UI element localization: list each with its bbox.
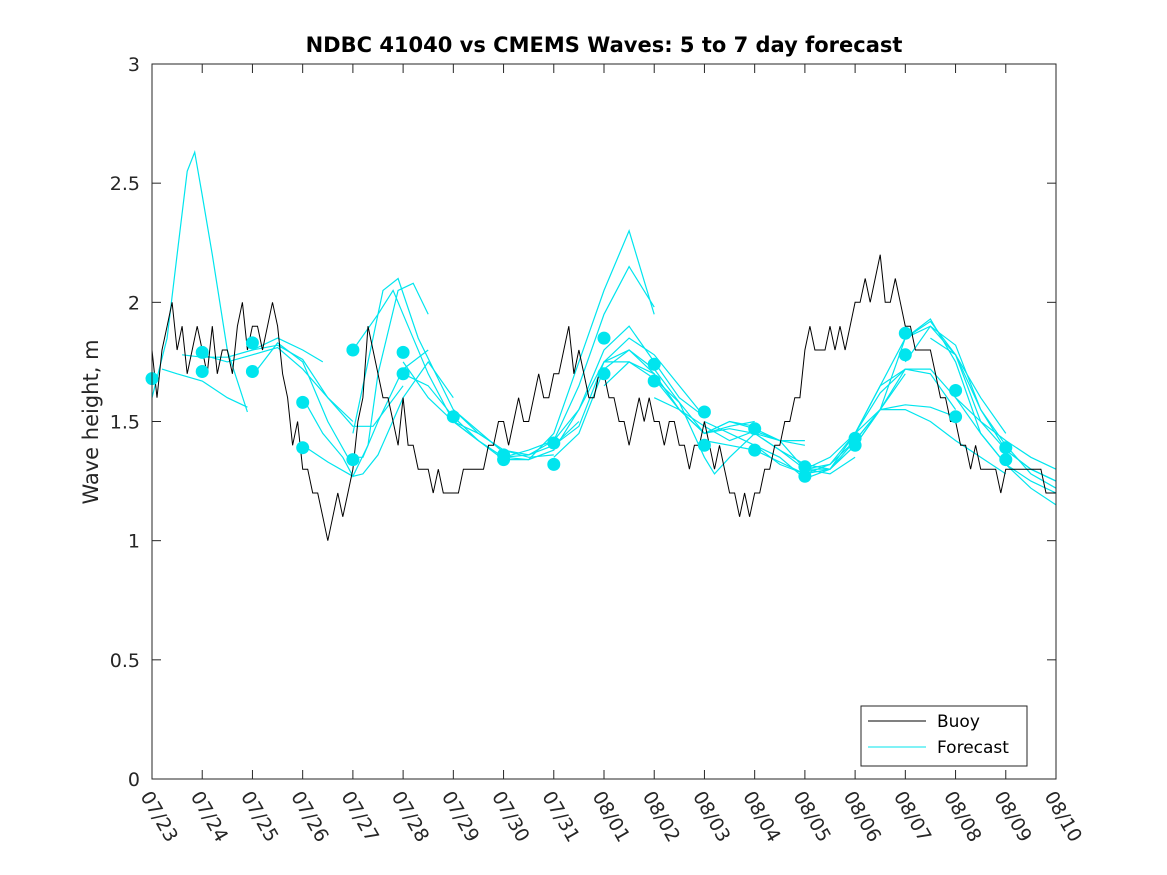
forecast-marker <box>396 345 410 359</box>
x-tick-label: 08/03 <box>688 788 734 846</box>
plot-frame <box>151 63 1057 780</box>
forecast-marker <box>798 469 812 483</box>
y-axis-label: Wave height, m <box>79 339 103 504</box>
y-tick-label: 2 <box>128 292 140 314</box>
forecast-line-23 <box>704 368 906 475</box>
x-tick-label: 07/26 <box>286 788 332 846</box>
forecast-line-3 <box>202 346 354 422</box>
x-tick-label: 07/29 <box>437 788 483 846</box>
forecast-marker <box>798 460 812 474</box>
forecast-marker <box>898 348 912 362</box>
forecast-marker <box>697 438 711 452</box>
forecast-marker <box>999 441 1013 455</box>
x-tick-label: 08/08 <box>939 788 985 846</box>
forecast-line-12 <box>452 229 655 461</box>
forecast-marker <box>296 395 310 409</box>
x-tick-label: 07/27 <box>337 788 383 846</box>
forecast-marker <box>999 453 1013 467</box>
x-tick-label: 08/06 <box>839 788 885 846</box>
forecast-line-18 <box>603 349 806 475</box>
forecast-marker <box>647 374 661 388</box>
forecast-marker <box>848 438 862 452</box>
forecast-line-1 <box>161 368 248 408</box>
x-tick-label: 08/04 <box>738 788 784 846</box>
forecast-marker <box>748 443 762 457</box>
y-tick-label: 3 <box>128 54 140 76</box>
forecast-line-7 <box>302 360 454 477</box>
x-tick-label: 08/05 <box>789 788 835 846</box>
x-tick-label: 08/01 <box>588 788 634 846</box>
forecast-marker <box>497 453 511 467</box>
x-tick-label: 08/02 <box>638 788 684 846</box>
x-tick-label: 07/23 <box>136 788 182 846</box>
forecast-marker <box>396 367 410 381</box>
legend-forecast-label: Forecast <box>937 738 1009 758</box>
forecast-marker <box>245 365 259 378</box>
forecast-marker <box>597 367 611 381</box>
legend-buoy-label: Buoy <box>937 712 980 732</box>
y-tick-label: 1.5 <box>110 412 140 434</box>
x-tick-label: 08/09 <box>989 788 1035 846</box>
forecast-marker <box>898 326 912 340</box>
forecast-marker <box>647 357 661 371</box>
x-tick-label: 07/25 <box>236 788 282 846</box>
y-tick-label: 0 <box>128 769 140 791</box>
forecast-line-26 <box>804 409 1007 475</box>
forecast-line-4 <box>252 344 404 427</box>
y-tick-label: 1 <box>128 531 140 553</box>
buoy-line <box>151 254 1056 541</box>
forecast-marker <box>195 365 209 378</box>
legend-box <box>860 705 1028 767</box>
legend: Buoy Forecast <box>860 705 1028 767</box>
x-tick-label: 07/30 <box>487 788 533 846</box>
forecast-line-33 <box>955 397 1057 470</box>
forecast-marker <box>748 422 762 436</box>
forecast-marker <box>446 410 460 424</box>
chart-title: NDBC 41040 vs CMEMS Waves: 5 to 7 day fo… <box>306 33 903 57</box>
forecast-line-31 <box>904 318 1057 506</box>
forecast-line-13 <box>452 265 655 456</box>
x-tick-label: 07/28 <box>387 788 433 846</box>
forecast-marker <box>547 457 561 471</box>
forecast-marker <box>346 453 360 467</box>
forecast-line-32 <box>930 337 1057 482</box>
forecast-marker <box>949 410 963 424</box>
forecast-marker <box>296 441 310 455</box>
x-tick-label: 07/31 <box>537 788 583 846</box>
plot-area <box>145 149 1057 541</box>
y-tick-label: 2.5 <box>110 173 140 195</box>
x-tick-label: 07/24 <box>186 788 232 846</box>
forecast-marker <box>697 405 711 419</box>
forecast-marker <box>949 384 963 397</box>
forecast-marker <box>346 343 360 357</box>
forecast-marker <box>245 336 259 350</box>
forecast-line-19 <box>603 361 805 442</box>
forecast-marker <box>547 436 561 450</box>
y-tick-label: 0.5 <box>110 650 140 672</box>
forecast-line-15 <box>503 325 705 458</box>
forecast-marker <box>195 345 209 359</box>
x-tick-label: 08/07 <box>889 788 935 846</box>
forecast-line-6 <box>302 282 429 478</box>
x-tick-label: 08/10 <box>1040 788 1086 846</box>
forecast-marker <box>597 331 611 345</box>
forecast-line-30 <box>904 325 1057 489</box>
